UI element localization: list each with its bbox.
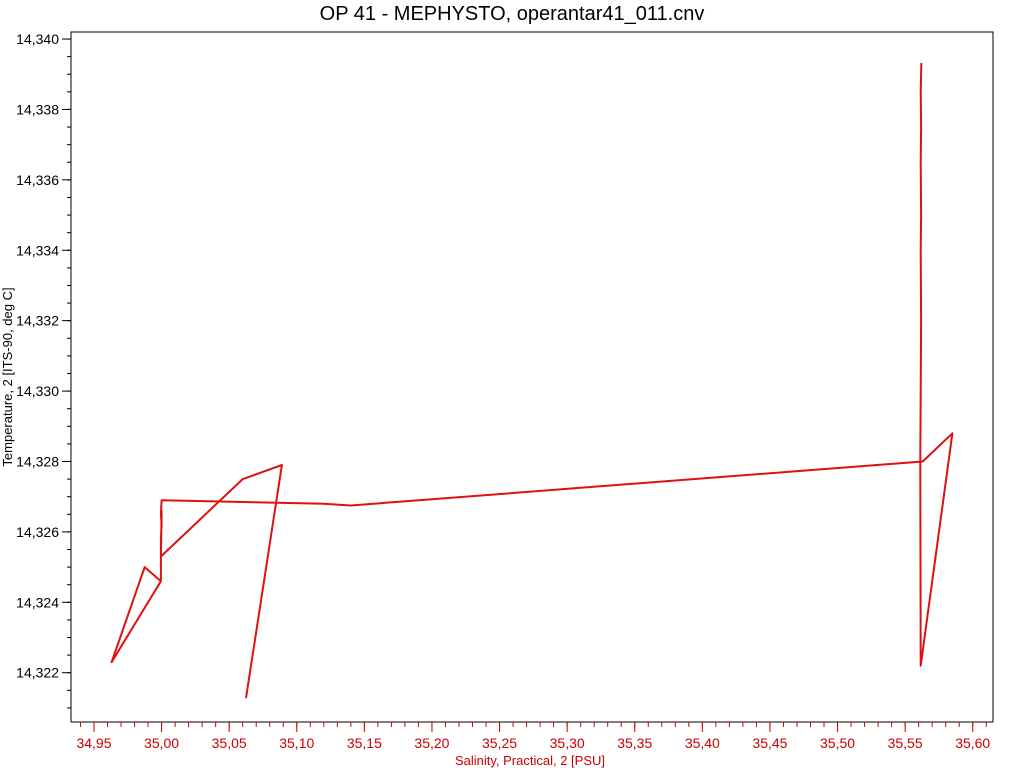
series-line <box>110 62 954 699</box>
x-tick-label: 35,45 <box>752 735 787 751</box>
y-tick-label: 14,336 <box>16 172 59 188</box>
series-layer <box>110 62 954 699</box>
y-tick-label: 14,340 <box>16 31 59 47</box>
x-axis-label: Salinity, Practical, 2 [PSU] <box>455 753 605 768</box>
x-tick-label: 35,55 <box>888 735 923 751</box>
y-tick-label: 14,324 <box>16 594 59 610</box>
plot-frame <box>70 31 994 723</box>
chart-title: OP 41 - MEPHYSTO, operantar41_011.cnv <box>320 3 705 25</box>
x-tick-label: 35,35 <box>617 735 652 751</box>
y-tick-label: 14,338 <box>16 101 59 117</box>
x-tick-label: 35,10 <box>279 735 314 751</box>
x-tick-label: 35,20 <box>414 735 449 751</box>
x-axis: 34,95 35,00 35,05 35,10 35,15 35,20 35,25 35,30… <box>76 722 990 751</box>
y-tick-label: 14,322 <box>16 665 59 681</box>
y-axis: 14,322 14,324 14,326 14,328 14,330 14,332 14,3… <box>16 31 71 709</box>
x-tick-label: 35,25 <box>482 735 517 751</box>
y-tick-label: 14,330 <box>16 383 59 399</box>
x-tick-label: 35,05 <box>212 735 247 751</box>
y-axis-label: Temperature, 2 [ITS-90, deg C] <box>0 287 15 466</box>
x-tick-label: 35,30 <box>550 735 585 751</box>
y-tick-label: 14,334 <box>16 242 59 258</box>
y-tick-label: 14,332 <box>16 313 59 329</box>
y-tick-label: 14,326 <box>16 524 59 540</box>
x-tick-label: 35,40 <box>685 735 720 751</box>
x-tick-label: 35,15 <box>347 735 382 751</box>
x-tick-label: 35,00 <box>144 735 179 751</box>
x-tick-label: 34,95 <box>76 735 111 751</box>
x-tick-label: 35,60 <box>955 735 990 751</box>
y-tick-label: 14,328 <box>16 453 59 469</box>
x-tick-label: 35,50 <box>820 735 855 751</box>
